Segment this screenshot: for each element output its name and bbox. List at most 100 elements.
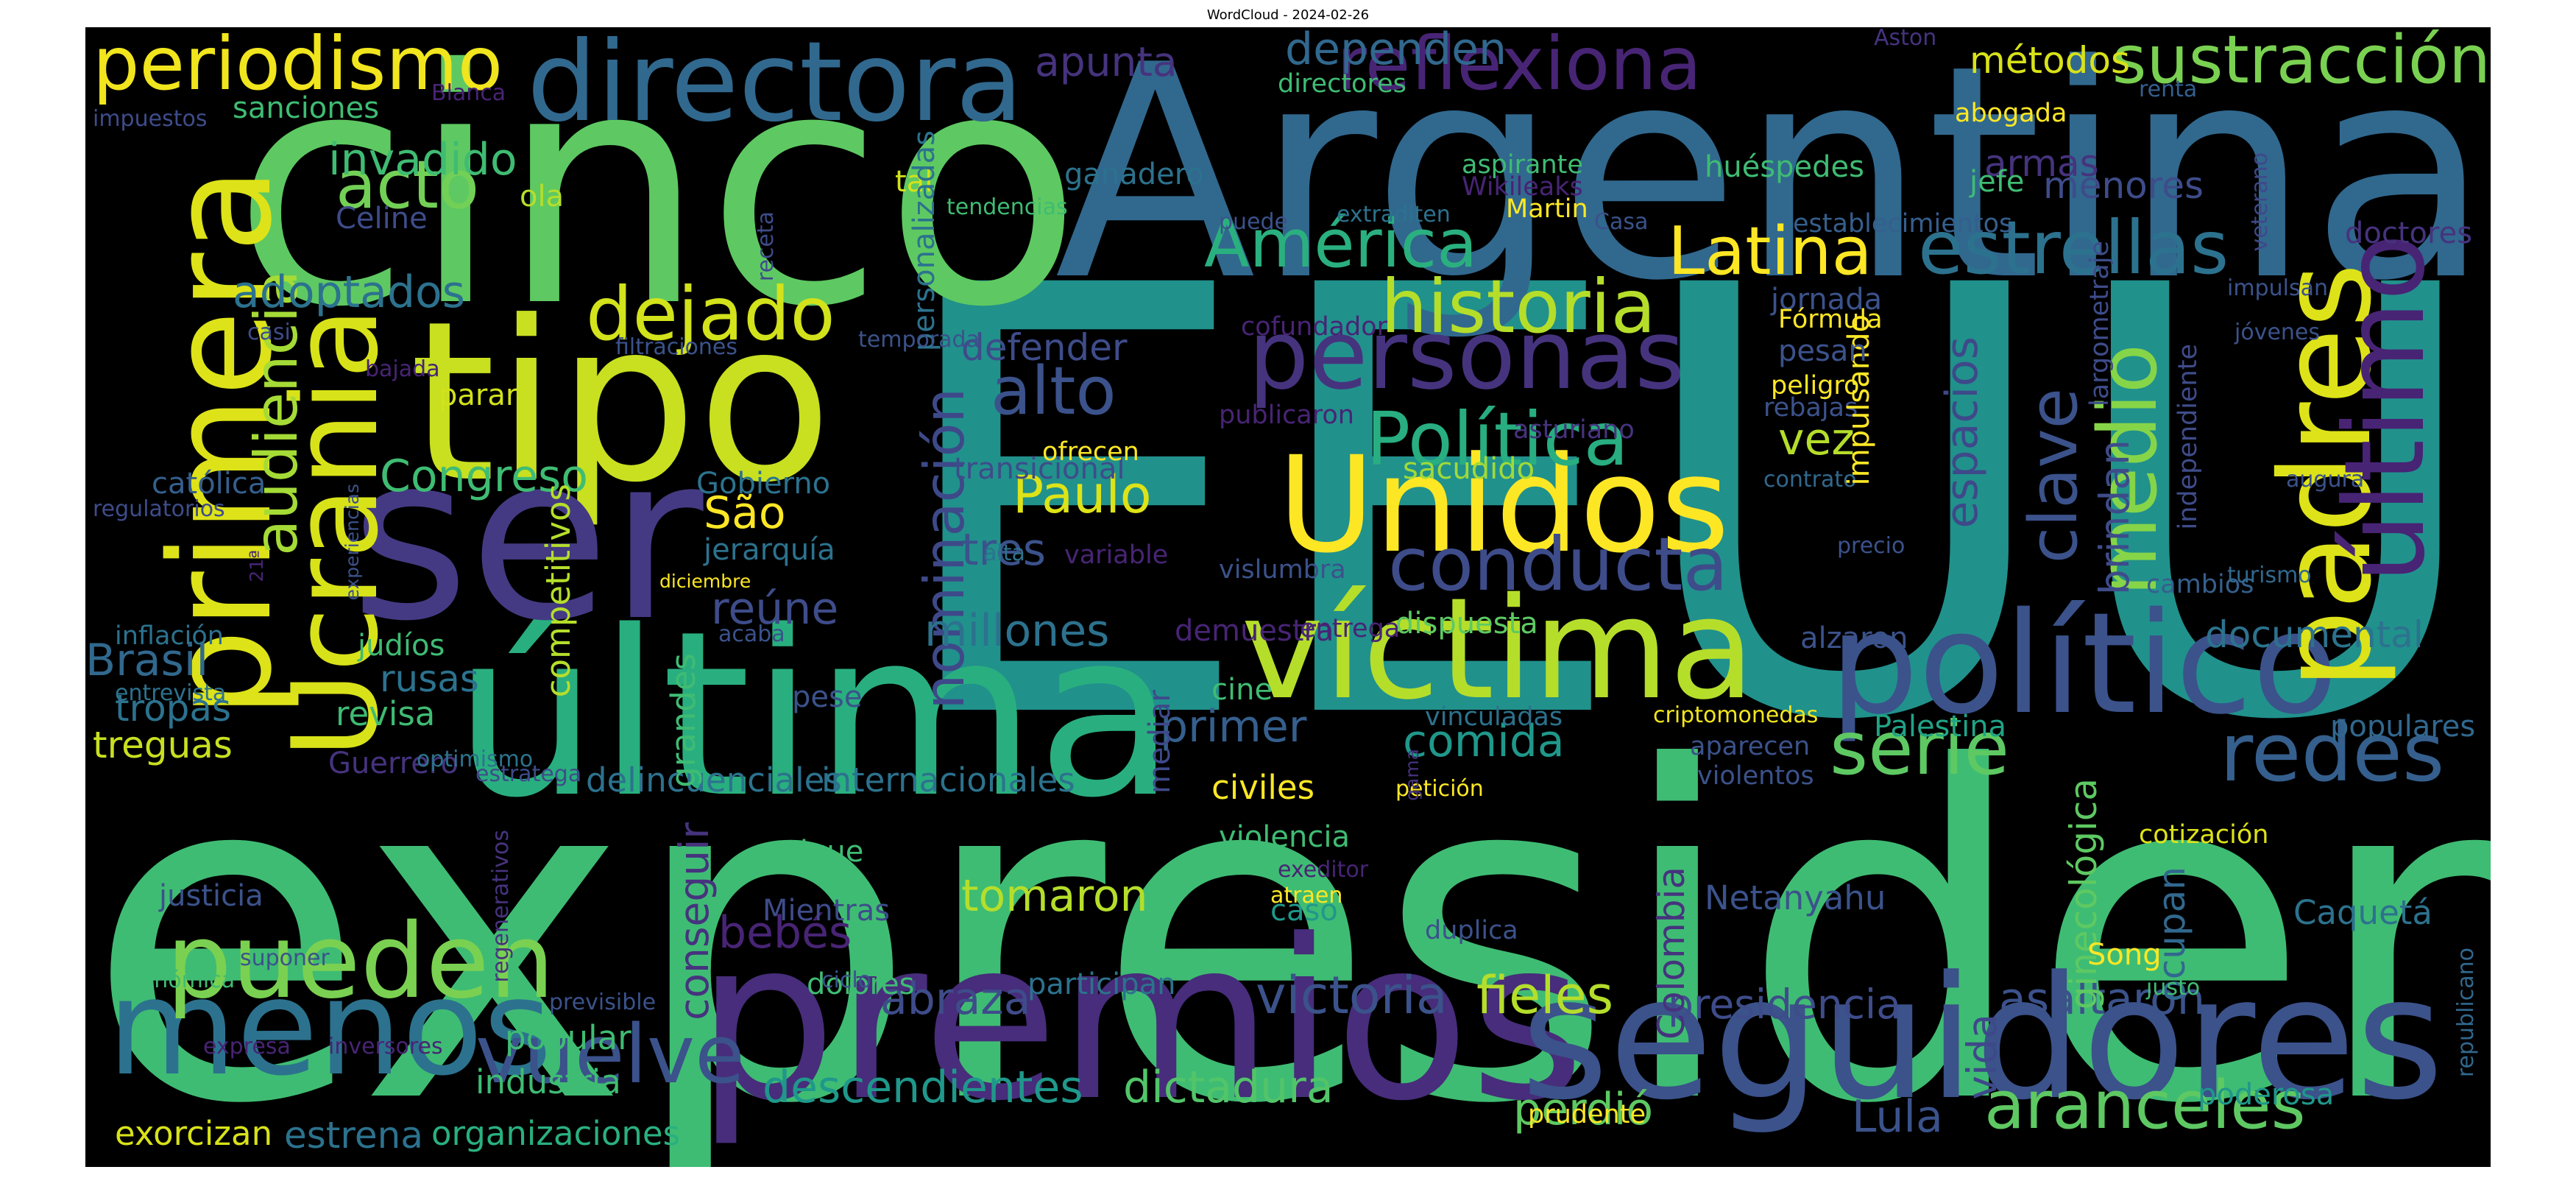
word-exorcizan: exorcizan [115,1114,273,1153]
word-prudente: prudente [1528,1100,1646,1129]
word-tres: tres [961,524,1047,576]
word-criptomonedas: criptomonedas [1653,702,1819,728]
word-21: 21ª [246,550,267,582]
word-abogada: abogada [1955,99,2067,128]
word-lula: Lula [1852,1091,1943,1143]
word-congreso: Congreso [380,451,588,502]
word-peligro: peligro [1771,371,1860,401]
word-reune: reúne [711,583,839,635]
word-sigue: sigue [785,835,864,869]
word-asturiano: asturiano [1513,415,1635,445]
word-impulsan: impulsan [2227,275,2328,301]
word-guerrero: Guerrero [328,747,459,780]
word-duplica: duplica [1425,916,1518,945]
word-casi: casi [247,320,291,345]
word-temporada: temporada [858,327,980,353]
word-clave: clave [2015,388,2092,564]
word-impuestos: impuestos [93,106,208,132]
word-bebes: bebés [718,907,852,959]
word-expresidente: expresidente [85,673,2491,1167]
word-gama: gama [1401,749,1423,801]
word-previsible: previsible [549,990,657,1015]
word-espacios: espacios [1936,336,1988,529]
word-ultimo: último [2321,233,2449,584]
word-inversores: inversores [328,1034,443,1059]
word-mediar: mediar [1143,690,1177,794]
word-tomaron: tomaron [961,870,1148,922]
word-estrena: estrena [284,1114,423,1157]
word-inflacion: inflación [115,621,224,651]
word-abraza: abraza [880,973,1031,1025]
word-publicaron: publicaron [1219,401,1354,430]
word-seguidores: seguidores [1521,941,2444,1138]
word-justicia: justicia [159,879,263,913]
word-premios: premios [696,892,1585,1149]
word-caqueta: Caquetá [2293,893,2432,932]
word-victima: víctima [1241,568,1755,730]
word-victoria: victoria [1256,965,1448,1026]
word-primer: primer [1160,701,1307,752]
word-vuelve: vuelve [475,1007,745,1101]
word-parar: parar [439,378,518,412]
word-revisa: revisa [336,694,436,733]
word-cine: cine [1211,673,1273,707]
word-alto: alto [991,353,1117,430]
word-industria: industria [475,1062,621,1101]
word-blanca: Blanca [431,80,506,106]
word-perdio: perdió [1513,1084,1654,1135]
word-augura: augura [2286,467,2365,493]
word-brindan: brindan [2091,440,2138,596]
word-sacudido: sacudido [1403,452,1535,486]
word-veterano: veterano [2247,152,2273,252]
word-netanyahu: Netanyahu [1705,878,1886,917]
word-huespedes: huéspedes [1705,150,1864,184]
word-transicional: transicional [954,452,1125,486]
word-song: Song [2087,938,2162,972]
word-entrevista: entrevista [115,680,227,706]
word-reflexiona: reflexiona [1337,27,1702,107]
word-pesan: pesan [1778,334,1867,368]
word-aston: Aston [1874,27,1937,51]
word-popular: popular [505,1018,631,1057]
word-directores: directores [1278,69,1406,99]
word-ciclo: ciclo [821,967,872,993]
word-sustraccion: sustracción [2112,27,2491,99]
word-politico: político [1830,582,2338,745]
word-aspirante: aspirante [1462,150,1583,180]
word-sao: São [704,487,786,539]
word-jerarquia: jerarquía [704,533,835,567]
word-vislumbra: vislumbra [1219,555,1346,585]
word-catolica: católica [152,467,266,501]
word-conseguir: conseguir [670,822,718,1020]
word-tendencias: tendencias [946,194,1068,220]
word-politica: Política [1366,396,1629,482]
word-millones: millones [924,605,1110,657]
word-unidos: Unidos [1278,428,1730,582]
word-paulo: Paulo [1013,465,1152,525]
word-atraen: atraen [1270,883,1343,909]
word-cotizacion: cotización [2139,820,2269,850]
word-adoptados: adoptados [233,267,465,318]
word-eeuu: EEUU [884,163,2491,849]
word-estratega: estratega [475,761,582,787]
word-periodismo: periodismo [93,27,503,107]
word-grandes: grandes [664,653,703,788]
word-casa: Casa [1594,209,1649,235]
word-descendientes: descendientes [762,1062,1083,1113]
word-gobierno: Gobierno [696,467,831,501]
word-acto: acto [336,147,479,224]
word-celine: Celine [336,202,428,236]
word-serie: serie [1830,705,2010,791]
word-defender: defender [961,326,1128,369]
word-personalizadas: personalizadas [907,130,941,352]
word-martin: Martin [1506,194,1588,224]
word-latina: Latina [1668,213,1872,290]
word-dejado: dejado [586,271,835,357]
word-variable: variable [1064,540,1169,570]
word-diciembre: diciembre [659,571,751,592]
word-redes: redes [2220,705,2445,800]
word-delincuenciales: delincuenciales [586,761,842,800]
word-historia: historia [1381,264,1656,350]
word-justo: justo [2146,975,2201,1001]
